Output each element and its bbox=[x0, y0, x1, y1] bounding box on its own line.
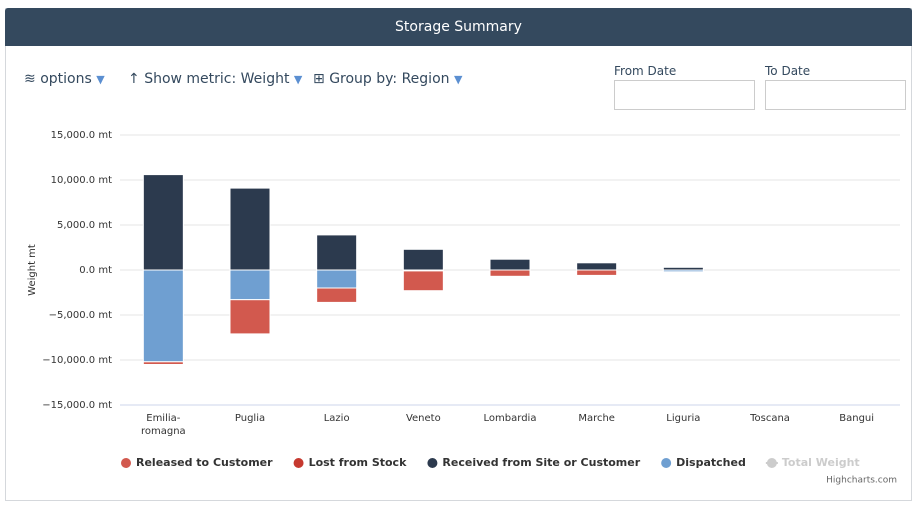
legend-marker bbox=[121, 458, 131, 468]
from-input[interactable] bbox=[614, 80, 755, 110]
group-label[interactable]: Group by: Region bbox=[329, 71, 450, 87]
bar-segment bbox=[662, 266, 704, 271]
x-tick-label: Bangui bbox=[839, 413, 875, 424]
bar-segment bbox=[142, 174, 184, 271]
bar-segment bbox=[316, 234, 358, 271]
options-label[interactable]: options bbox=[40, 71, 92, 87]
x-tick-label: Puglia bbox=[234, 413, 266, 424]
x-tick-label: Lombardia bbox=[483, 413, 537, 424]
bar-segment bbox=[576, 262, 618, 271]
header-title: Storage Summary bbox=[5, 8, 912, 46]
legend-label[interactable]: Dispatched bbox=[676, 456, 746, 469]
metric-menu[interactable]: ↑ Show metric: Weight ▼ bbox=[128, 71, 303, 87]
x-tick-label: Toscana bbox=[750, 413, 790, 424]
bar-segment bbox=[576, 269, 618, 276]
y-axis-label: Weight mt bbox=[27, 244, 38, 296]
to-input[interactable] bbox=[765, 80, 906, 110]
metric-label[interactable]: Show metric: Weight bbox=[144, 71, 290, 87]
y-tick-label: 5,000.0 mt bbox=[57, 220, 112, 231]
legend-label[interactable]: Released to Customer bbox=[136, 456, 273, 469]
bar-segment bbox=[142, 269, 184, 363]
bar-segment bbox=[142, 361, 184, 365]
legend-marker bbox=[661, 458, 672, 468]
bar-segment bbox=[229, 187, 271, 271]
bar-segment bbox=[489, 269, 531, 277]
credits[interactable]: Highcharts.com bbox=[826, 476, 897, 486]
legend-label[interactable]: Lost from Stock bbox=[309, 456, 408, 469]
bar-segment bbox=[316, 287, 358, 303]
y-tick-label: −5,000.0 mt bbox=[49, 310, 112, 321]
x-tick-label: Marche bbox=[578, 413, 615, 424]
options-menu[interactable]: ≋ options ▼ bbox=[24, 71, 105, 87]
bar-segment bbox=[229, 299, 271, 335]
legend-label[interactable]: Received from Site or Customer bbox=[442, 456, 640, 469]
x-tick-label: Lazio bbox=[323, 413, 350, 424]
bar-segment bbox=[316, 269, 358, 289]
legend-label[interactable]: Total Weight bbox=[782, 456, 860, 469]
y-tick-label: −15,000.0 mt bbox=[42, 400, 112, 411]
legend-marker bbox=[766, 458, 777, 468]
y-tick-label: 0.0 mt bbox=[79, 265, 112, 276]
x-tick-label: Veneto bbox=[405, 413, 441, 424]
legend-marker bbox=[427, 458, 438, 468]
x-tick-label: Liguria bbox=[666, 413, 701, 424]
y-tick-label: 10,000.0 mt bbox=[51, 175, 112, 186]
y-tick-label: 15,000.0 mt bbox=[51, 130, 112, 141]
bar-segment bbox=[489, 258, 531, 271]
legend-marker bbox=[293, 458, 304, 468]
group-menu[interactable]: ⊞ Group by: Region ▼ bbox=[313, 71, 463, 87]
bar-segment bbox=[229, 269, 271, 301]
bar-segment bbox=[402, 248, 444, 271]
y-tick-label: −10,000.0 mt bbox=[42, 355, 112, 366]
to-label: To Date bbox=[765, 64, 811, 78]
bar-segment bbox=[402, 270, 444, 292]
from-label: From Date bbox=[614, 64, 677, 78]
x-tick-label: Emilia-romagna bbox=[140, 413, 186, 437]
